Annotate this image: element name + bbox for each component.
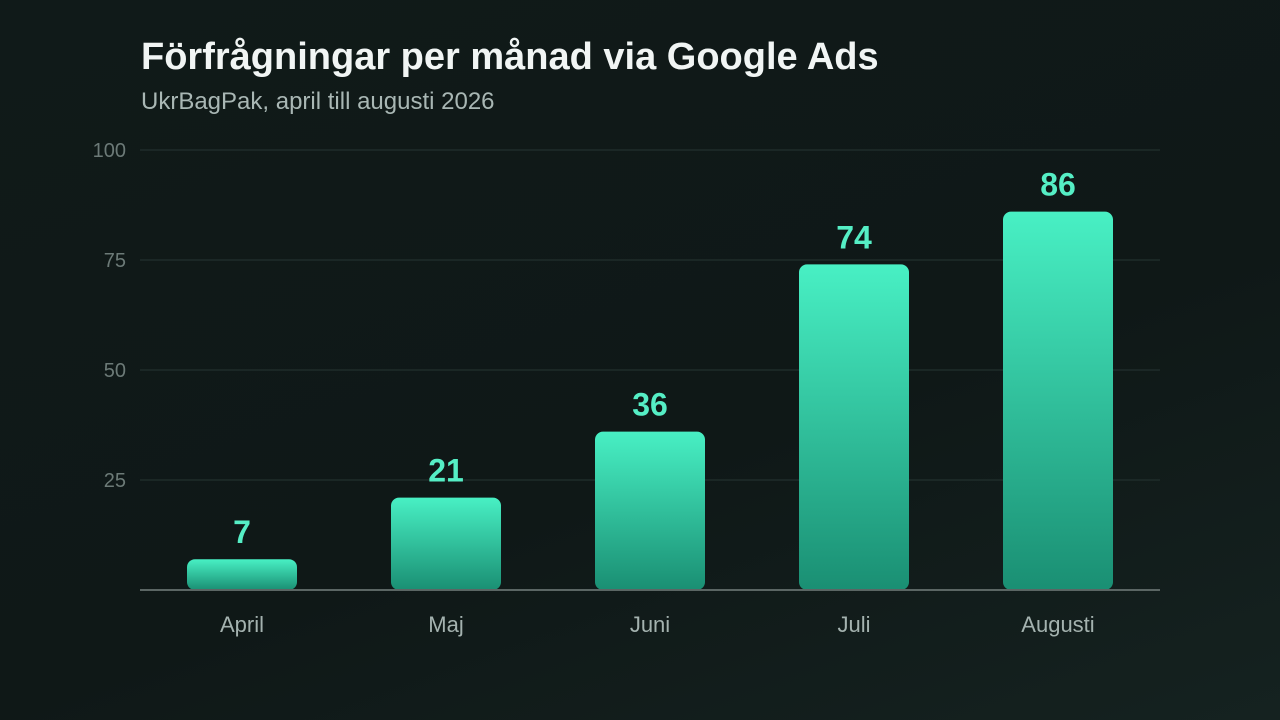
bar-value-label: 7 — [233, 514, 251, 550]
y-tick-label: 75 — [104, 250, 126, 272]
chart-subtitle: UkrBagPak, april till augusti 2026 — [141, 88, 495, 115]
bar-value-label: 21 — [428, 453, 464, 489]
x-tick-label: Augusti — [1021, 612, 1094, 637]
bar — [1003, 211, 1113, 590]
value-labels: 7 21 36 74 86 — [233, 167, 1076, 551]
chart-title: Förfrågningar per månad via Google Ads — [141, 36, 879, 78]
x-axis-labels: April Maj Juni Juli Augusti — [220, 612, 1095, 637]
bar — [595, 431, 705, 590]
bar-value-label: 86 — [1040, 167, 1076, 203]
y-tick-label: 50 — [104, 360, 126, 382]
y-tick-label: 25 — [104, 470, 126, 492]
x-tick-label: Juni — [630, 612, 670, 637]
x-tick-label: Juli — [837, 612, 870, 637]
bar — [391, 497, 501, 590]
y-tick-label: 100 — [93, 140, 126, 162]
bar-value-label: 74 — [836, 219, 872, 255]
x-tick-label: April — [220, 612, 264, 637]
bar — [799, 264, 909, 590]
bar-value-label: 36 — [632, 387, 668, 423]
bars — [187, 211, 1113, 590]
bar — [187, 559, 297, 590]
x-tick-label: Maj — [428, 612, 463, 637]
y-axis-ticks: 25 50 75 100 — [93, 140, 126, 492]
